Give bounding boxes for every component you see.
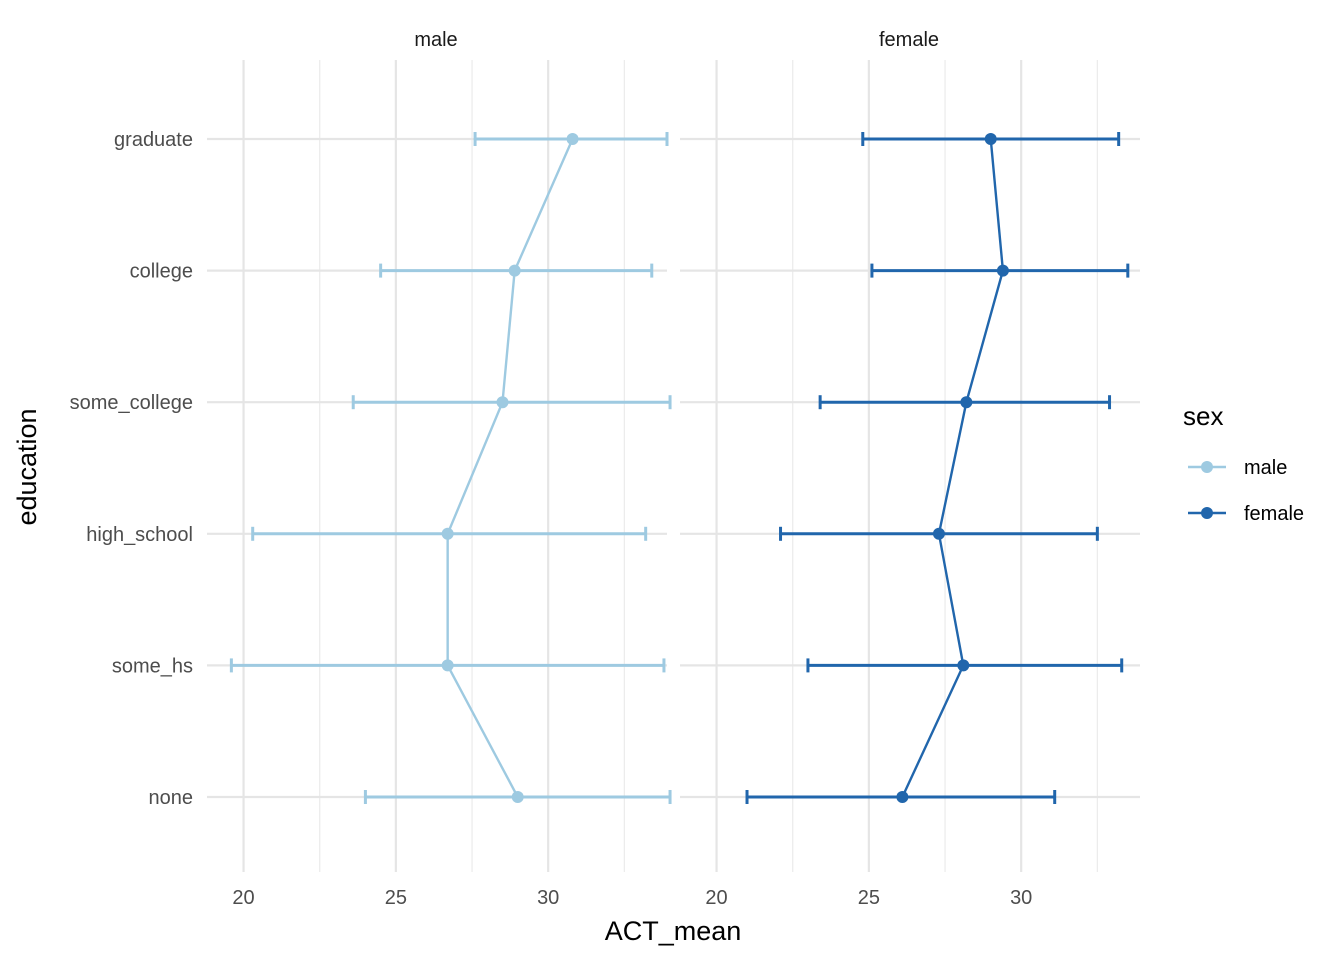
data-point: [896, 791, 909, 803]
data-point: [441, 527, 454, 540]
legend-label: male: [1244, 457, 1287, 479]
y-tick-labels: none some_hs high_school some_college colleg…: [70, 129, 193, 809]
data-point: [984, 133, 997, 145]
data-point: [932, 527, 945, 540]
y-tick-label: high_school: [86, 524, 193, 546]
legend-item-female: female: [1188, 503, 1304, 525]
legend-item-male: male: [1188, 457, 1287, 479]
legend-key-point: [1201, 461, 1213, 473]
data-point: [496, 396, 509, 409]
x-tick-label: 20: [705, 887, 727, 909]
data-point: [960, 396, 973, 409]
panel-female: 20 25 30 female: [680, 29, 1140, 909]
x-tick-label: 25: [858, 887, 880, 909]
y-tick-label: some_hs: [112, 655, 193, 677]
x-tick-label: 30: [537, 887, 559, 909]
plot-panels: 20 25 30 male 20 25 30 female: [207, 29, 1140, 909]
facet-label-female: female: [879, 29, 939, 51]
y-tick-label: college: [130, 261, 193, 283]
data-point: [441, 659, 454, 672]
x-tick-label: 30: [1010, 887, 1032, 909]
legend-key-point: [1201, 507, 1213, 519]
series-male: [229, 132, 672, 804]
data-point: [957, 659, 970, 672]
data-point: [511, 791, 524, 803]
legend-label: female: [1244, 503, 1304, 525]
series-female: [745, 132, 1130, 804]
y-axis-title: education: [12, 408, 42, 525]
panel-male: 20 25 30 male: [207, 29, 672, 909]
series-line-female: [901, 138, 1005, 798]
y-tick-label: some_college: [70, 392, 193, 414]
legend-title: sex: [1183, 401, 1223, 431]
x-tick-label: 25: [385, 887, 407, 909]
y-tick-label: none: [149, 787, 194, 809]
data-point: [996, 264, 1009, 277]
legend: sex male female: [1183, 401, 1304, 525]
facet-label-male: male: [414, 29, 457, 51]
x-axis-title: ACT_mean: [605, 916, 742, 946]
data-point: [508, 264, 521, 277]
y-tick-label: graduate: [114, 129, 193, 151]
error-bar: [351, 395, 672, 410]
series-line-male: [446, 138, 574, 798]
x-tick-label: 20: [232, 887, 254, 909]
data-point: [566, 133, 579, 145]
